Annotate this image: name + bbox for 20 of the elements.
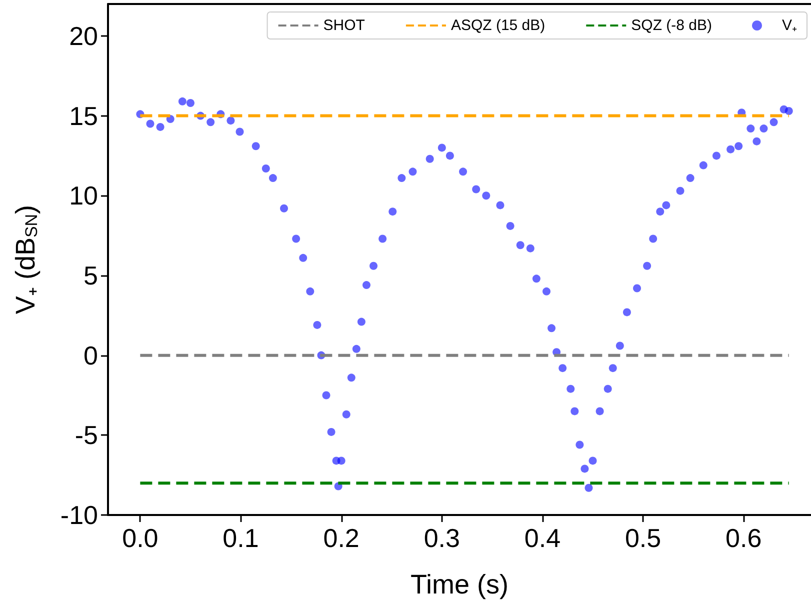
y-axis-title: V₊ (dBSN) bbox=[10, 204, 41, 314]
x-tick-label: 0.5 bbox=[624, 523, 662, 553]
y-tick-label: 0 bbox=[84, 340, 98, 370]
legend-label: ASQZ (15 dB) bbox=[450, 17, 546, 34]
y-tick-label: -10 bbox=[60, 500, 98, 530]
x-tick-label: 0.6 bbox=[726, 523, 762, 553]
y-tick-label: 20 bbox=[69, 20, 98, 51]
x-tick-label: 0.1 bbox=[222, 523, 259, 553]
legend-label: SHOT bbox=[323, 17, 365, 34]
x-axis-title: Time (s) bbox=[410, 570, 508, 600]
y-tick-label: -5 bbox=[74, 420, 98, 450]
legend-label: V₊ bbox=[782, 17, 798, 34]
y-tick-label: 5 bbox=[84, 260, 98, 290]
y-tick-label: 10 bbox=[69, 180, 98, 211]
x-tick-label: 0.2 bbox=[323, 523, 360, 553]
x-tick-label: 0.3 bbox=[424, 523, 460, 553]
x-tick-label: 0.0 bbox=[122, 523, 158, 553]
x-tick-label: 0.4 bbox=[524, 523, 561, 553]
y-tick-label: 15 bbox=[69, 100, 98, 131]
legend-label: SQZ (-8 dB) bbox=[631, 17, 712, 34]
